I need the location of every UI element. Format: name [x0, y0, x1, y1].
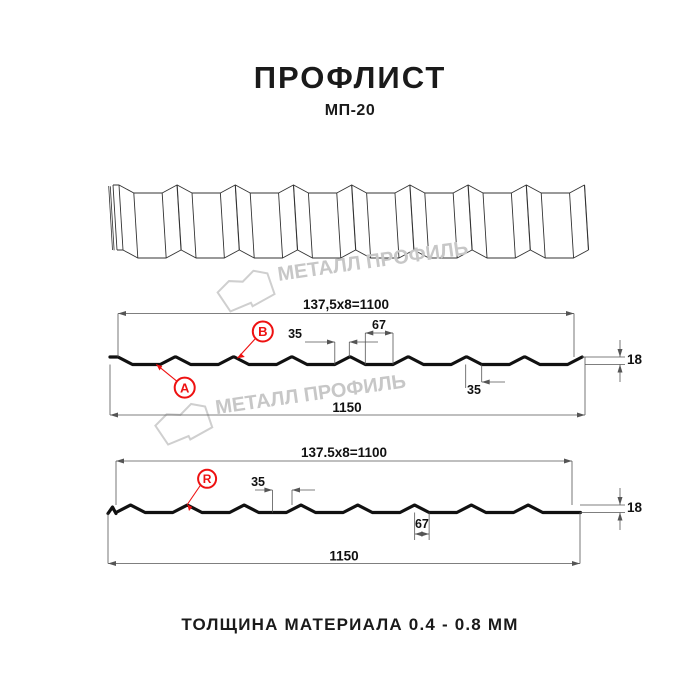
svg-text:18: 18 — [627, 500, 643, 515]
svg-text:1150: 1150 — [329, 549, 358, 564]
svg-text:R: R — [203, 472, 212, 486]
svg-text:67: 67 — [415, 517, 429, 531]
svg-text:137.5x8=1100: 137.5x8=1100 — [301, 445, 387, 460]
svg-text:35: 35 — [251, 475, 265, 489]
